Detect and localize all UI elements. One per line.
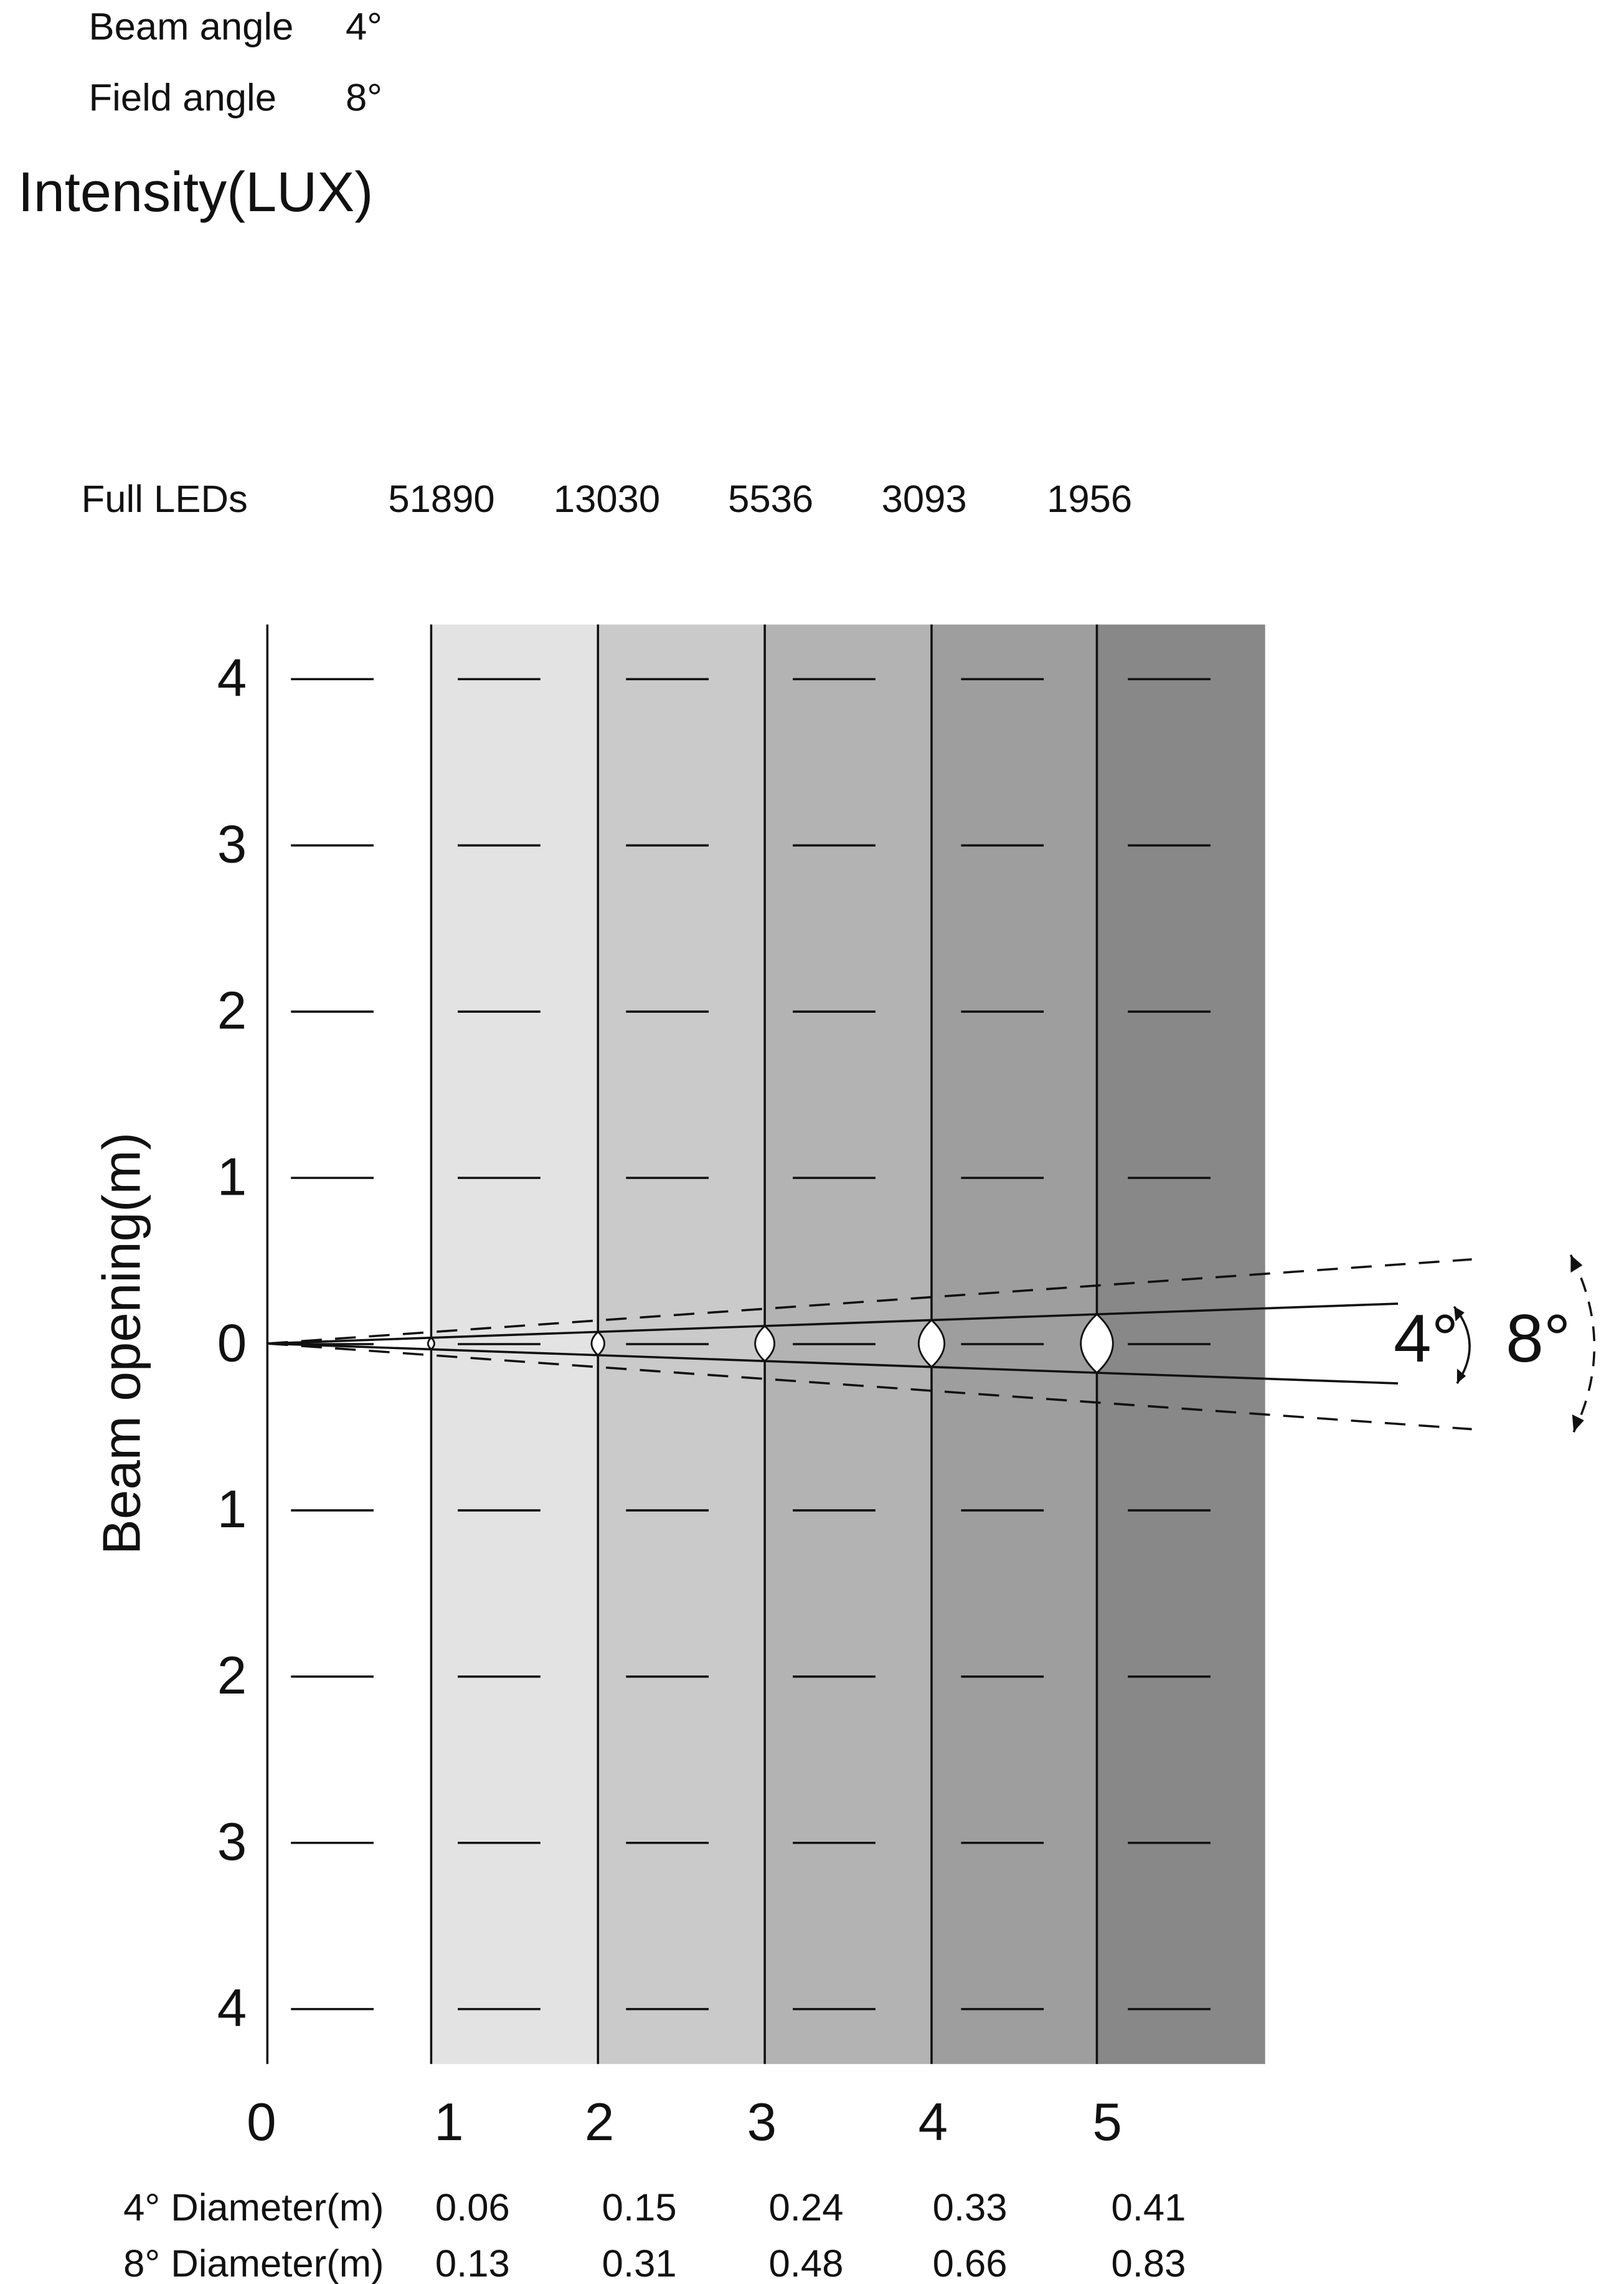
spec-label: Field angle	[89, 76, 276, 119]
diameter-value: 0.15	[602, 2186, 677, 2229]
diameter-value: 0.24	[769, 2186, 844, 2229]
intensity-value: 1956	[1047, 478, 1132, 521]
field-arc	[1569, 1254, 1596, 1433]
y-tick-label: 4	[217, 1979, 247, 2038]
intensity-value: 5536	[728, 478, 813, 521]
diameter-value: 0.06	[435, 2186, 510, 2229]
beam-spot	[917, 1319, 946, 1368]
spec-label: Beam angle	[89, 6, 294, 49]
y-tick-label: 2	[217, 1646, 247, 1705]
y-tick-label: 0	[217, 1314, 247, 1373]
x-tick-label: 5	[1092, 2093, 1121, 2152]
beam-spot	[590, 1330, 605, 1357]
y-tick-label: 3	[217, 1813, 247, 1872]
spec-value: 4°	[346, 6, 382, 49]
arrow	[1572, 1414, 1584, 1433]
x-tick-label: 2	[585, 2093, 614, 2152]
y-axis-label: Beam opening(m)	[92, 1132, 151, 1555]
arrow	[1570, 1254, 1583, 1273]
y-tick-label: 4	[217, 649, 247, 708]
field-angle-label: 8°	[1506, 1301, 1570, 1377]
intensity-label: Full LEDs	[82, 478, 248, 521]
diameter-value: 0.83	[1111, 2242, 1186, 2284]
diameter-value: 0.33	[933, 2186, 1008, 2229]
diameter-value: 0.41	[1111, 2186, 1186, 2229]
intensity-value: 3093	[882, 478, 967, 521]
beam-line	[267, 1342, 1399, 1385]
intensity-value: 13030	[554, 478, 660, 521]
diameter-label: 8° Diameter(m)	[123, 2242, 384, 2284]
x-tick-label: 4	[918, 2093, 948, 2152]
x-tick-label: 3	[747, 2093, 777, 2152]
beam-spot	[427, 1336, 435, 1351]
intensity-value: 51890	[388, 478, 494, 521]
beam-angle-label: 4°	[1394, 1301, 1458, 1377]
y-tick-label: 2	[217, 981, 247, 1040]
beam-line	[267, 1302, 1399, 1345]
spec-value: 8°	[346, 76, 382, 119]
beam-spot	[1080, 1313, 1114, 1374]
beam-spot	[754, 1324, 775, 1363]
diameter-value: 0.13	[435, 2242, 510, 2284]
arrow	[1454, 1306, 1465, 1322]
diameter-value: 0.48	[769, 2242, 844, 2284]
title: Intensity(LUX)	[18, 161, 374, 224]
y-tick-label: 3	[217, 815, 247, 874]
x-tick-label: 0	[247, 2093, 276, 2152]
diameter-label: 4° Diameter(m)	[123, 2186, 384, 2229]
arrow	[1456, 1368, 1466, 1384]
diameter-value: 0.66	[933, 2242, 1008, 2284]
diameter-value: 0.31	[602, 2242, 677, 2284]
y-tick-label: 1	[217, 1147, 247, 1206]
y-tick-label: 1	[217, 1480, 247, 1539]
x-tick-label: 1	[434, 2093, 463, 2152]
